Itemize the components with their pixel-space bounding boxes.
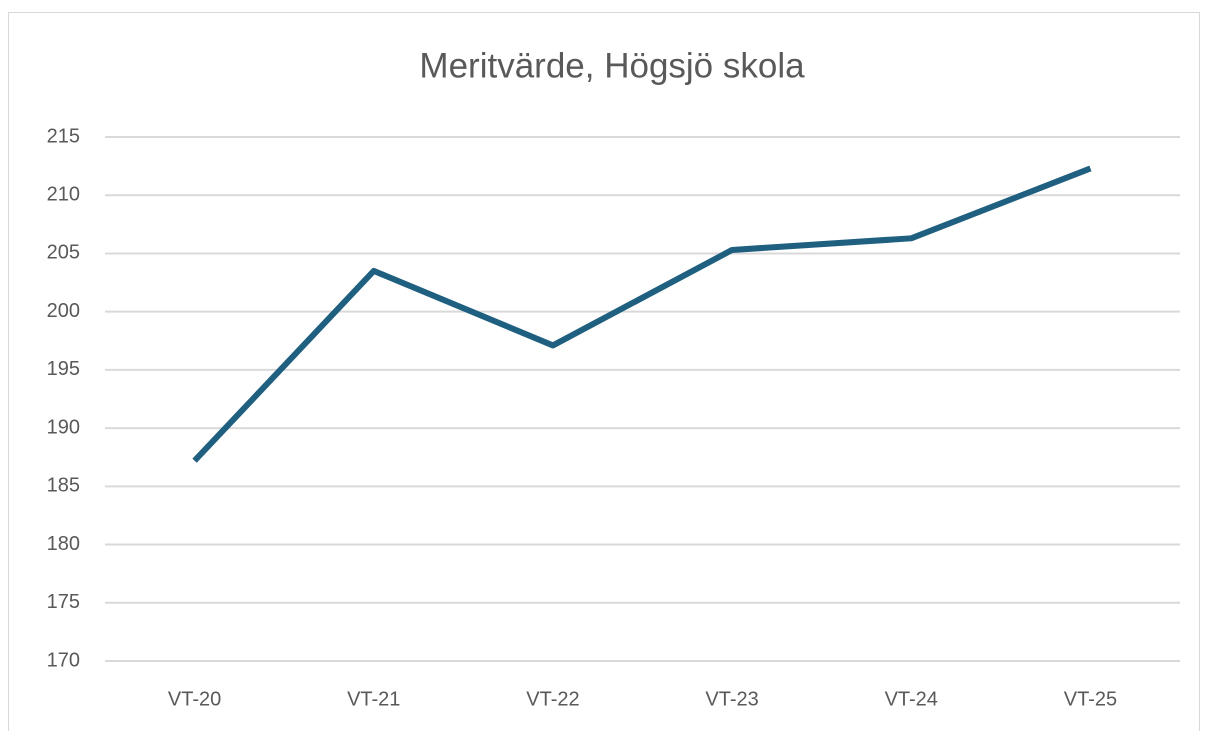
- chart-frame: [8, 12, 1200, 731]
- x-tick-label: VT-25: [1064, 688, 1117, 710]
- y-tick-label: 180: [47, 533, 80, 555]
- y-tick-label: 210: [47, 184, 80, 206]
- x-tick-label: VT-24: [885, 688, 938, 710]
- y-tick-label: 185: [47, 475, 80, 497]
- y-tick-label: 190: [47, 416, 80, 438]
- y-tick-label: 200: [47, 300, 80, 322]
- x-tick-label: VT-20: [168, 688, 221, 710]
- chart-title: Meritvärde, Högsjö skola: [419, 46, 805, 85]
- y-tick-label: 195: [47, 358, 80, 380]
- y-tick-label: 205: [47, 242, 80, 264]
- series-line: [192, 165, 1092, 463]
- y-tick-label: 170: [47, 649, 80, 671]
- x-tick-label: VT-21: [347, 688, 400, 710]
- y-tick-label: 175: [47, 591, 80, 613]
- x-tick-label: VT-22: [526, 688, 579, 710]
- y-tick-label: 215: [47, 125, 80, 147]
- x-tick-label: VT-23: [705, 688, 758, 710]
